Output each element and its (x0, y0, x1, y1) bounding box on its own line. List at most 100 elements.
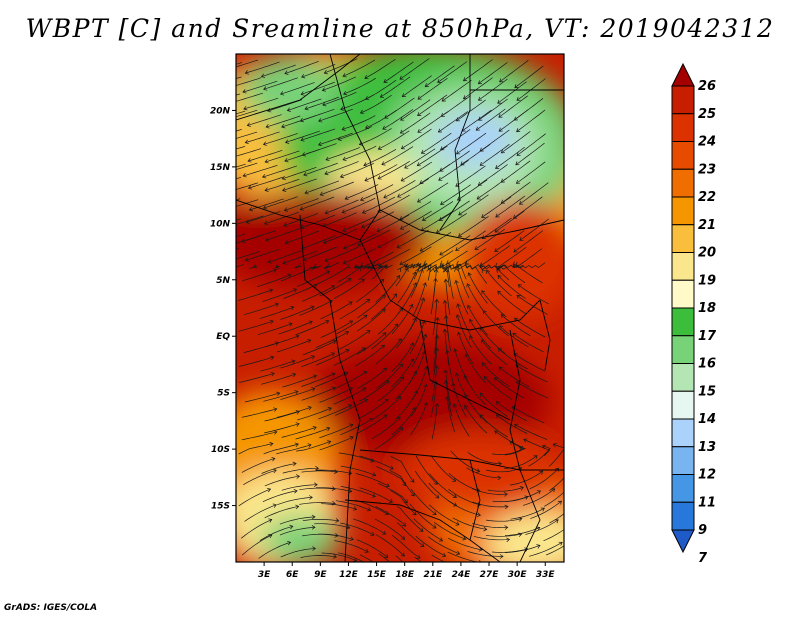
streamline (415, 535, 446, 557)
streamline (338, 452, 374, 462)
streamline-arrow (500, 199, 505, 204)
streamline-arrow (481, 339, 486, 344)
streamline-arrow (361, 209, 367, 214)
lon-tick-label: 30E (508, 570, 528, 580)
streamline-arrow (399, 75, 404, 80)
streamline (396, 522, 425, 547)
streamline-arrow (304, 190, 309, 195)
streamline (391, 358, 414, 388)
streamline-arrow (295, 422, 300, 427)
streamline (356, 414, 388, 435)
streamline (510, 507, 545, 520)
streamline-arrow (309, 267, 314, 272)
streamline-arrow (432, 524, 437, 529)
streamline-arrow (475, 126, 480, 131)
streamline (456, 132, 487, 155)
streamline-arrow (381, 294, 386, 299)
streamline-arrow (434, 298, 440, 303)
colorbar-swatch (671, 279, 695, 309)
streamline (315, 267, 348, 286)
streamline-arrow (516, 151, 521, 156)
streamline-arrow (242, 89, 247, 94)
streamline (409, 320, 425, 354)
streamline-arrow (494, 247, 499, 252)
colorbar-label: 13 (698, 440, 716, 455)
streamline-arrow (353, 263, 358, 269)
streamline-arrow (349, 536, 354, 541)
colorbar-label: 7 (698, 551, 708, 566)
streamline (516, 381, 549, 399)
streamline-arrow (385, 380, 390, 385)
streamline-arrow (479, 262, 484, 267)
streamline (282, 467, 319, 474)
streamline-arrow (331, 486, 336, 491)
streamline-arrow (483, 376, 488, 381)
streamline-arrow (460, 161, 465, 166)
streamline (301, 387, 336, 401)
streamline (467, 551, 504, 557)
streamline (278, 321, 313, 335)
streamline-arrow (512, 333, 517, 337)
streamline (284, 198, 319, 211)
streamline (417, 111, 448, 133)
colorbar-label: 24 (698, 135, 716, 150)
colorbar-swatch (671, 252, 695, 281)
streamline (357, 332, 387, 355)
streamline-arrow (282, 187, 287, 192)
streamline-arrow (383, 194, 388, 199)
streamline (340, 418, 373, 436)
streamline (357, 229, 391, 246)
streamline-arrow (557, 500, 562, 505)
colorbar-swatch (671, 113, 695, 142)
streamline-arrow (423, 384, 428, 389)
streamline-arrow (432, 511, 437, 515)
streamline (357, 398, 389, 420)
streamline-arrow (308, 320, 313, 325)
streamline (501, 131, 531, 154)
streamline-arrow (443, 314, 449, 319)
streamline (236, 59, 259, 68)
streamline-arrow (410, 478, 415, 483)
streamline-arrow (318, 141, 323, 147)
streamline-arrow (500, 314, 505, 319)
streamline (263, 77, 298, 90)
streamline (455, 230, 486, 251)
colorbar-label: 20 (698, 246, 716, 261)
streamline (481, 339, 508, 366)
streamline-arrow (312, 374, 318, 379)
streamline (438, 159, 469, 181)
streamline-arrow (307, 338, 312, 344)
streamline-arrow (370, 458, 375, 463)
streamline (452, 383, 467, 417)
streamline (440, 250, 468, 269)
streamline-arrow (412, 511, 417, 516)
streamline-arrow (442, 268, 448, 273)
streamline-arrow (441, 97, 446, 102)
streamline (304, 180, 340, 194)
streamline (469, 335, 492, 365)
streamline (497, 275, 526, 299)
streamline (342, 145, 377, 161)
streamline-arrow (419, 247, 424, 252)
streamline (356, 308, 386, 332)
streamline-arrow (417, 112, 422, 116)
streamline-arrow (363, 398, 368, 403)
streamline (280, 306, 315, 320)
streamline (458, 194, 489, 216)
streamline (447, 500, 481, 516)
streamline (261, 373, 296, 385)
streamline (407, 263, 421, 280)
streamline (481, 217, 512, 239)
streamline-arrow (207, 184, 210, 188)
streamline-arrow (341, 209, 346, 214)
streamline (321, 552, 357, 562)
streamline-arrow (440, 146, 445, 151)
lat-tick-label: 15S (211, 502, 230, 512)
streamline-arrow (381, 161, 386, 166)
streamline (243, 97, 279, 110)
streamline (389, 470, 415, 497)
streamline (264, 150, 300, 163)
grads-credit: GrADS: IGES/COLA (4, 603, 98, 613)
streamline-arrow (524, 547, 529, 552)
streamline (417, 78, 448, 100)
